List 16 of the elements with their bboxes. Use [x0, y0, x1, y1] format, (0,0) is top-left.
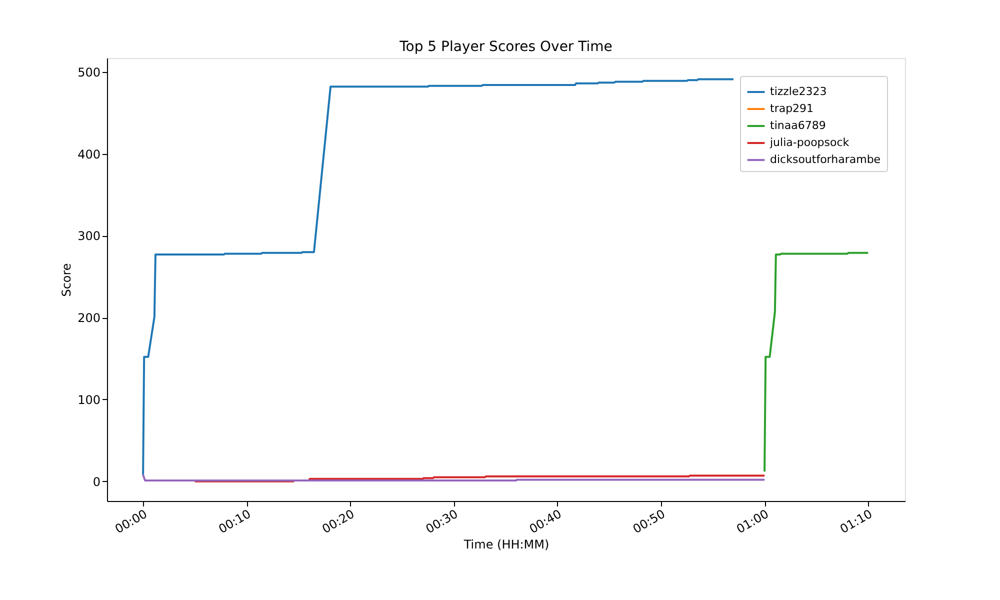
- legend-label: julia-poopsock: [769, 136, 850, 149]
- y-tick-label: 200: [78, 311, 100, 326]
- line-series: [142, 78, 734, 476]
- y-tick-label: 100: [78, 392, 100, 407]
- legend-label: trap291: [770, 102, 814, 115]
- y-tick-label: 500: [78, 65, 100, 80]
- legend-label: dicksoutforharambe: [770, 153, 881, 166]
- legend-label: tinaa6789: [770, 119, 826, 132]
- y-tick-label: 400: [78, 147, 100, 162]
- legend-label: tizzle2323: [770, 85, 827, 98]
- y-tick-label: 300: [78, 229, 100, 244]
- chart-title: Top 5 Player Scores Over Time: [398, 39, 612, 55]
- y-tick-label: 0: [92, 474, 100, 489]
- line-series: [764, 252, 870, 473]
- x-axis-title: Time (HH:MM): [462, 537, 550, 552]
- y-axis-title: Score: [60, 263, 74, 297]
